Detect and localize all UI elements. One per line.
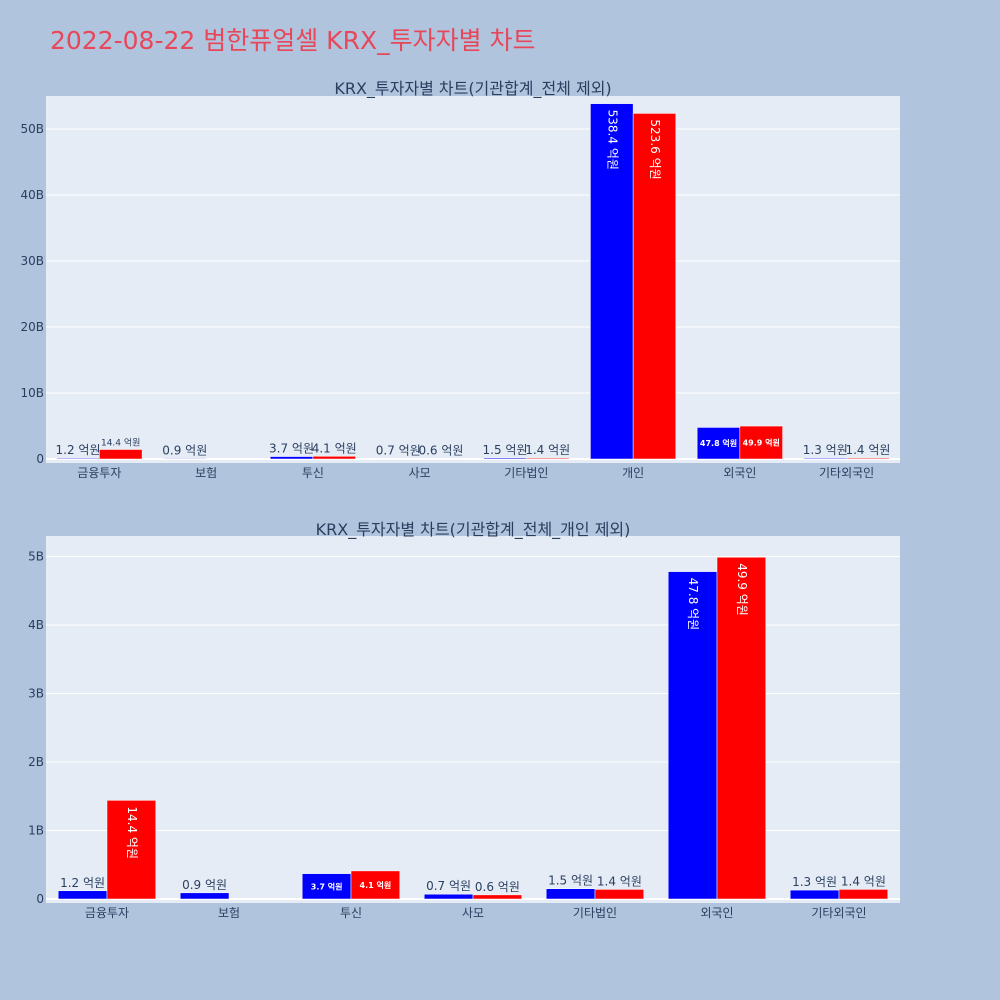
bar: [106, 800, 157, 900]
plot-area: [46, 536, 900, 903]
data-label: 1.4 억원: [845, 443, 890, 457]
data-label: 1.4 억원: [841, 874, 886, 888]
bar: [350, 870, 401, 900]
data-label: 1.4 억원: [525, 443, 570, 457]
x-tick-label: 금융투자: [77, 466, 121, 480]
data-label: 1.5 억원: [483, 443, 528, 457]
x-tick-label: 외국인: [700, 906, 733, 920]
bar: [667, 571, 718, 900]
bar: [739, 425, 783, 460]
bar: [838, 889, 889, 900]
page-title: 2022-08-22 범한퓨얼셀 KRX_투자자별 차트: [50, 26, 536, 55]
bar: [594, 889, 645, 900]
bar: [789, 889, 840, 900]
y-tick-label: 20B: [20, 320, 44, 334]
x-tick-label: 기타외국인: [819, 466, 874, 480]
y-tick-label: 4B: [28, 618, 44, 632]
chart-title: KRX_투자자별 차트(기관합계_전체_개인 제외): [316, 520, 631, 540]
plot-area: [46, 96, 900, 463]
bar: [419, 458, 463, 460]
data-label: 0.9 억원: [162, 443, 207, 457]
x-tick-label: 기타외국인: [811, 906, 866, 920]
data-label: 47.8 억원: [700, 438, 737, 448]
data-label: 14.4 억원: [125, 806, 139, 859]
bar: [472, 894, 523, 900]
data-label: 4.1 억원: [312, 441, 357, 455]
data-label: 47.8 억원: [686, 578, 700, 631]
bar: [846, 457, 890, 460]
data-label: 3.7 억원: [311, 881, 343, 891]
data-label: 1.4 억원: [597, 874, 642, 888]
y-tick-label: 30B: [20, 254, 44, 268]
x-tick-label: 사모: [409, 466, 431, 480]
y-tick-label: 3B: [28, 687, 44, 701]
bar: [545, 888, 596, 900]
bar: [163, 458, 207, 460]
y-tick-label: 10B: [20, 386, 44, 400]
x-tick-label: 개인: [622, 466, 644, 480]
data-label: 0.7 억원: [426, 879, 471, 893]
x-tick-label: 기타법인: [504, 466, 548, 480]
data-label: 1.2 억원: [60, 876, 105, 890]
data-label: 538.4 억원: [605, 110, 619, 170]
bar: [803, 457, 847, 460]
x-tick-label: 금융투자: [85, 906, 129, 920]
y-tick-label: 1B: [28, 824, 44, 838]
x-tick-label: 보험: [218, 906, 240, 920]
x-tick-label: 보험: [195, 466, 217, 480]
data-label: 1.5 억원: [548, 874, 593, 888]
data-label: 49.9 억원: [735, 563, 749, 616]
data-label: 1.3 억원: [792, 875, 837, 889]
x-tick-label: 투신: [302, 466, 324, 480]
y-tick-label: 40B: [20, 188, 44, 202]
bar: [99, 449, 143, 460]
data-label: 1.2 억원: [56, 443, 101, 457]
bar: [483, 457, 527, 460]
bar: [269, 456, 314, 460]
bottom-chart: KRX_투자자별 차트(기관합계_전체_개인 제외) 0 1B 2B 3B 4B 5B 금융투…: [28, 520, 900, 920]
x-tick-label: 기타법인: [573, 906, 617, 920]
bar: [526, 457, 570, 460]
bar: [312, 456, 356, 460]
y-tick-label: 2B: [28, 755, 44, 769]
bar: [590, 103, 634, 460]
y-tick-label: 50B: [20, 122, 44, 136]
data-label: 0.9 억원: [182, 878, 227, 892]
data-label: 49.9 억원: [743, 438, 780, 448]
data-label: 0.7 억원: [376, 444, 421, 458]
data-label: 0.6 억원: [475, 880, 520, 894]
data-label: 4.1 억원: [360, 880, 392, 890]
bar: [179, 892, 230, 900]
x-tick-label: 사모: [462, 906, 484, 920]
bar: [57, 890, 108, 900]
bar: [716, 556, 767, 900]
top-chart: KRX_투자자별 차트(기관합계_전체 제외) 0 10B 20B 30B 40B 50B 금…: [20, 79, 900, 480]
data-label: 1.3 억원: [803, 443, 848, 457]
y-tick-label: 0: [36, 892, 44, 906]
bar: [423, 893, 474, 900]
data-label: 0.6 억원: [418, 444, 463, 458]
y-tick-label: 5B: [28, 550, 44, 564]
bar: [632, 113, 677, 460]
data-label: 3.7 억원: [269, 442, 314, 456]
y-tick-label: 0: [36, 452, 44, 466]
x-tick-label: 투신: [340, 906, 362, 920]
x-tick-label: 외국인: [723, 466, 756, 480]
bar: [301, 873, 352, 900]
bar: [56, 457, 100, 460]
data-label: 14.4 억원: [101, 436, 140, 448]
chart-title: KRX_투자자별 차트(기관합계_전체 제외): [334, 79, 611, 99]
bar: [376, 458, 420, 460]
data-label: 523.6 억원: [648, 119, 662, 179]
